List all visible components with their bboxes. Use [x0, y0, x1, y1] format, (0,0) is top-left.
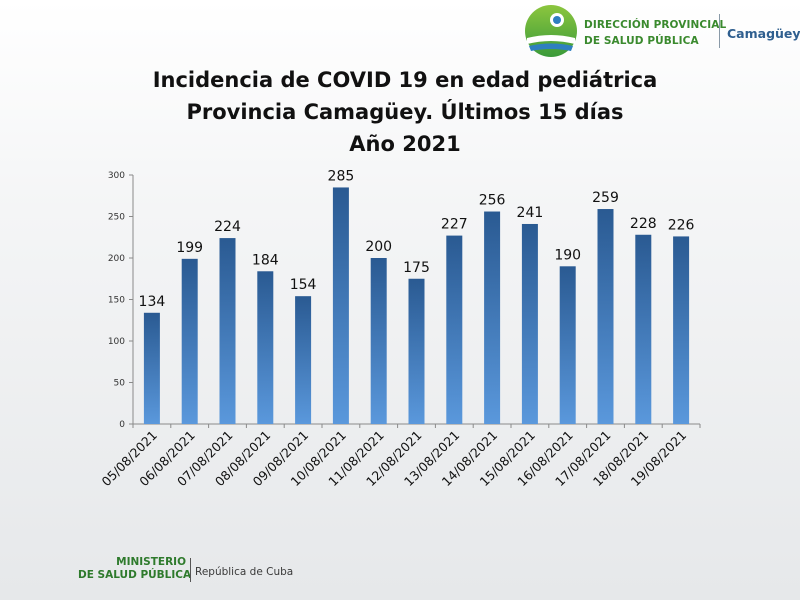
data-label: 200 [365, 239, 392, 255]
data-label: 199 [176, 240, 203, 256]
y-tick-label: 250 [108, 213, 125, 223]
data-label: 175 [403, 260, 430, 276]
chart-title: Incidencia de COVID 19 en edad pediátric… [100, 64, 710, 160]
dps-logo-text: DIRECCIÓN PROVINCIAL DE SALUD PÚBLICA [584, 17, 726, 49]
ministry-line2: DE SALUD PÚBLICA [78, 569, 192, 581]
data-label: 184 [252, 252, 279, 268]
data-label: 285 [328, 168, 355, 184]
bar [673, 236, 690, 424]
bar [370, 258, 387, 424]
dps-logo-line1: DIRECCIÓN PROVINCIAL [584, 19, 727, 31]
bar [484, 211, 501, 424]
bar [295, 296, 312, 424]
data-label: 224 [214, 219, 241, 235]
data-label: 241 [517, 205, 544, 221]
data-label: 227 [441, 217, 468, 233]
data-label: 226 [668, 217, 695, 233]
bar [143, 312, 160, 424]
data-label: 259 [592, 190, 619, 206]
footer-divider [190, 558, 191, 582]
bar [181, 258, 198, 424]
y-tick-label: 50 [114, 379, 126, 389]
y-tick-label: 100 [108, 337, 125, 347]
bar [257, 271, 274, 424]
city-name: Camagüey [727, 26, 800, 41]
chart-title-line1: Incidencia de COVID 19 en edad pediátric… [152, 68, 658, 92]
bar [559, 266, 576, 424]
dps-logo: DIRECCIÓN PROVINCIAL DE SALUD PÚBLICA Ca… [520, 2, 800, 62]
bar [597, 209, 614, 424]
ministry-line1: MINISTERIO [116, 556, 186, 568]
y-tick-label: 200 [108, 254, 125, 264]
dps-logo-line2: DE SALUD PÚBLICA [584, 35, 699, 47]
ministry-name: MINISTERIO DE SALUD PÚBLICA [78, 556, 192, 582]
data-label: 154 [290, 277, 317, 293]
chart-title-line2: Provincia Camagüey. Últimos 15 días [186, 100, 624, 124]
data-label: 134 [139, 294, 166, 310]
y-tick-label: 300 [108, 171, 125, 181]
bar [521, 223, 538, 424]
country-name: República de Cuba [195, 566, 294, 578]
data-label: 228 [630, 216, 657, 232]
dps-logo-icon [525, 5, 577, 57]
y-tick-label: 150 [108, 296, 125, 306]
chart-title-line3: Año 2021 [349, 132, 461, 156]
bar [408, 278, 425, 424]
logo-divider [719, 14, 720, 48]
data-label: 190 [554, 247, 581, 263]
y-tick-label: 0 [119, 420, 125, 430]
bar [635, 234, 652, 424]
data-label: 256 [479, 193, 506, 209]
bar [332, 187, 349, 424]
bar [219, 238, 236, 424]
bar [446, 235, 463, 424]
